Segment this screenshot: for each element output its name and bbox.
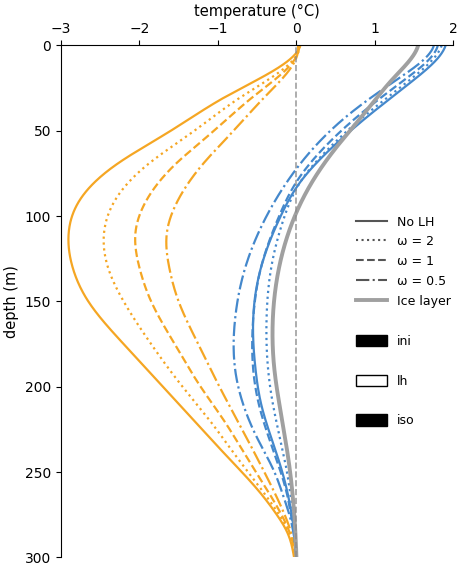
- Y-axis label: depth (m): depth (m): [4, 265, 19, 338]
- Legend: No LH, ω = 2, ω = 1, ω = 0.5, Ice layer, , ini, , lh, , iso: No LH, ω = 2, ω = 1, ω = 0.5, Ice layer,…: [356, 215, 451, 428]
- X-axis label: temperature (°C): temperature (°C): [194, 4, 320, 19]
